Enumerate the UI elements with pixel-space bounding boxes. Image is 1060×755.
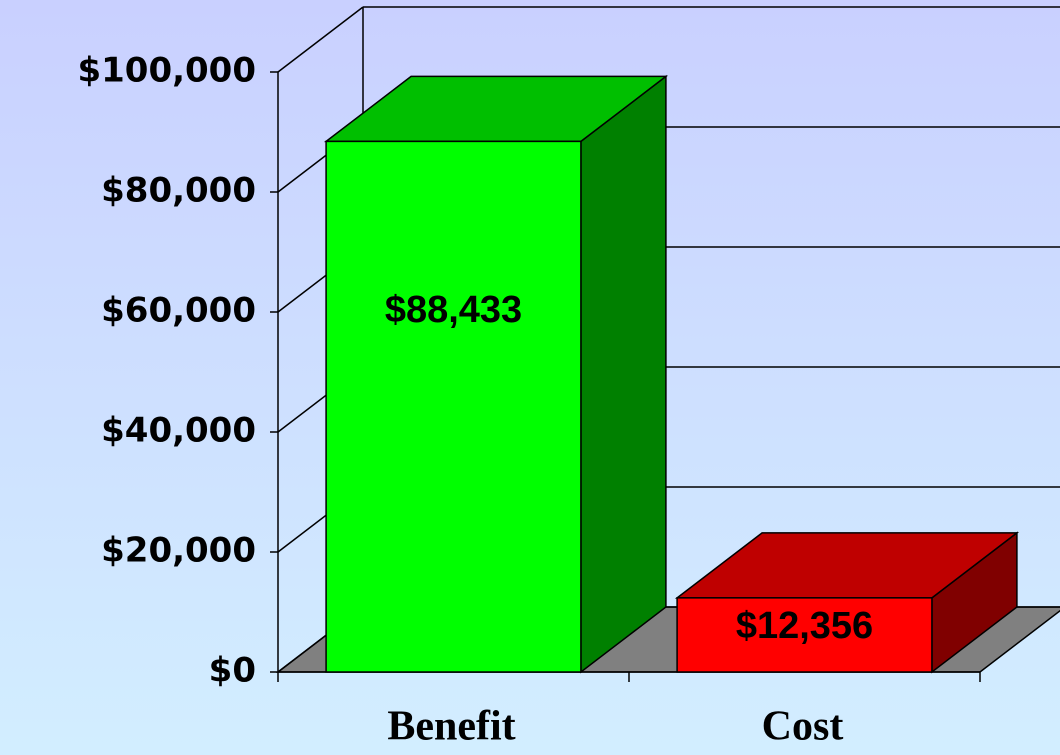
y-tick-label: $20,000 xyxy=(101,531,256,571)
x-tick-label: Cost xyxy=(762,704,844,750)
value-label: $12,356 xyxy=(736,605,873,647)
y-tick-label: $80,000 xyxy=(101,171,256,211)
y-tick-label: $60,000 xyxy=(101,291,256,331)
bar xyxy=(676,597,933,673)
side-grid-line xyxy=(277,6,364,73)
y-tick-label: $0 xyxy=(209,651,256,691)
x-tick-label: Benefit xyxy=(387,704,515,750)
y-tick-label: $40,000 xyxy=(101,411,256,451)
value-label: $88,433 xyxy=(385,289,522,331)
y-tick-label: $100,000 xyxy=(77,51,256,91)
bar-side xyxy=(580,74,667,674)
bar xyxy=(325,140,582,673)
